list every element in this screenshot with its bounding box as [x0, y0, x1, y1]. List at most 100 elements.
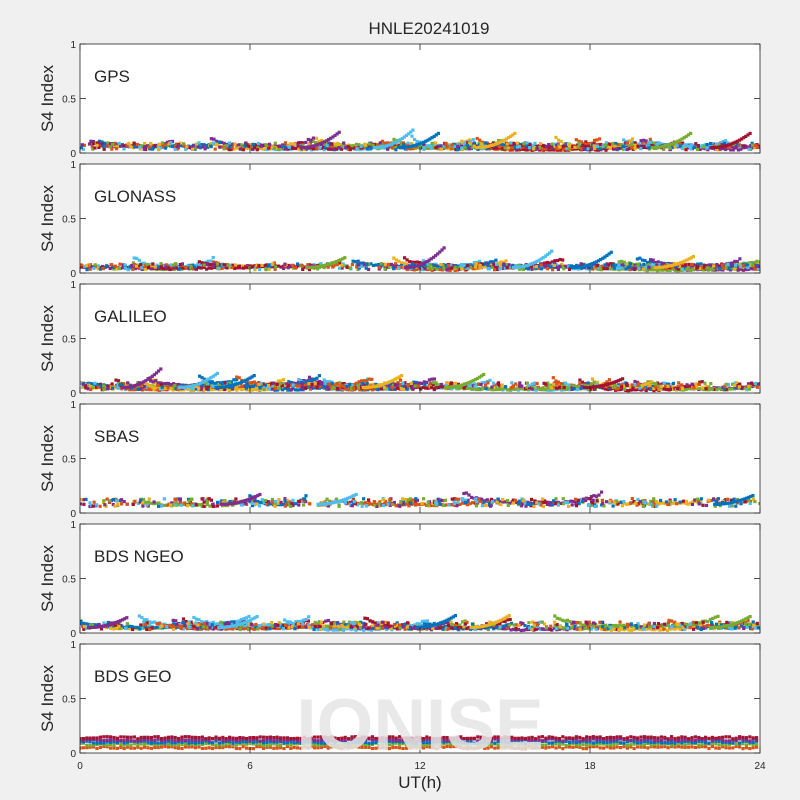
data-point: [656, 384, 660, 388]
data-point: [413, 143, 417, 147]
data-point: [288, 142, 292, 146]
data-point: [753, 263, 757, 267]
data-point: [383, 141, 387, 145]
data-point: [639, 388, 643, 392]
data-point: [659, 382, 663, 386]
data-point: [674, 140, 678, 144]
data-point: [579, 386, 583, 390]
data-point: [112, 267, 116, 271]
data-point: [342, 145, 346, 149]
data-point: [490, 388, 494, 392]
data-point: [200, 376, 204, 380]
data-point: [707, 388, 711, 392]
data-point: [271, 262, 275, 266]
data-point: [302, 379, 306, 383]
data-point: [576, 143, 580, 147]
data-point: [689, 131, 693, 135]
data-point: [736, 148, 740, 152]
data-point: [479, 142, 483, 146]
data-point: [176, 144, 180, 149]
data-point: [638, 386, 642, 390]
data-point: [575, 263, 579, 267]
data-point: [521, 387, 525, 391]
data-point: [176, 147, 180, 151]
data-point: [144, 385, 148, 389]
data-point: [139, 263, 143, 267]
data-point: [291, 142, 295, 146]
data-point: [232, 387, 236, 391]
data-point: [460, 267, 464, 271]
data-point: [647, 140, 651, 145]
data-point: [268, 144, 272, 148]
data-point: [198, 374, 202, 378]
data-point: [736, 268, 740, 272]
data-point: [421, 262, 425, 266]
data-point: [112, 142, 117, 146]
data-point: [137, 258, 141, 262]
data-point: [140, 266, 144, 270]
data-point: [311, 386, 315, 390]
data-point: [742, 264, 746, 268]
data-point: [257, 264, 261, 268]
data-point: [628, 262, 632, 266]
data-point: [233, 266, 237, 271]
data-point: [469, 142, 473, 146]
data-point: [394, 145, 398, 149]
data-point: [651, 264, 655, 268]
data-point: [680, 267, 685, 271]
data-point: [182, 266, 186, 270]
data-point: [719, 141, 723, 145]
data-point: [447, 145, 451, 149]
data-point: [303, 145, 307, 149]
data-point: [214, 139, 219, 143]
data-point: [584, 264, 588, 268]
data-point: [633, 141, 637, 145]
data-point: [514, 142, 518, 146]
data-point: [215, 143, 219, 147]
data-point: [211, 256, 215, 260]
data-point: [360, 379, 364, 383]
data-point: [715, 263, 719, 267]
data-point: [635, 257, 639, 261]
data-point: [474, 262, 478, 266]
data-point: [289, 388, 293, 392]
data-point: [327, 141, 331, 145]
data-point: [549, 265, 553, 269]
data-point: [424, 146, 428, 150]
data-point: [273, 141, 277, 145]
data-point: [723, 263, 727, 267]
data-point: [513, 131, 517, 135]
data-point: [336, 143, 340, 147]
data-point: [531, 143, 535, 147]
data-point: [696, 147, 700, 152]
data-point: [230, 387, 235, 391]
data-point: [491, 260, 495, 264]
data-point: [383, 263, 387, 267]
data-point: [757, 264, 760, 268]
data-point: [415, 260, 419, 264]
data-point: [586, 387, 590, 392]
data-point: [481, 145, 485, 149]
data-point: [164, 381, 168, 386]
data-point: [311, 265, 315, 269]
data-point: [393, 264, 398, 268]
data-point: [755, 385, 760, 389]
data-point: [89, 139, 93, 143]
data-point: [469, 139, 473, 143]
data-point: [715, 386, 719, 390]
data-point: [178, 263, 182, 267]
data-point: [694, 382, 698, 386]
data-point: [551, 376, 555, 380]
data-point: [396, 386, 400, 390]
data-point: [466, 264, 470, 268]
data-point: [100, 140, 104, 144]
data-point: [456, 382, 461, 386]
data-point: [530, 382, 534, 386]
data-point: [323, 386, 327, 390]
data-point: [370, 377, 374, 381]
data-point: [434, 254, 438, 258]
data-point: [527, 384, 531, 388]
data-point: [522, 147, 526, 151]
data-point: [738, 265, 742, 269]
data-point: [494, 142, 498, 146]
